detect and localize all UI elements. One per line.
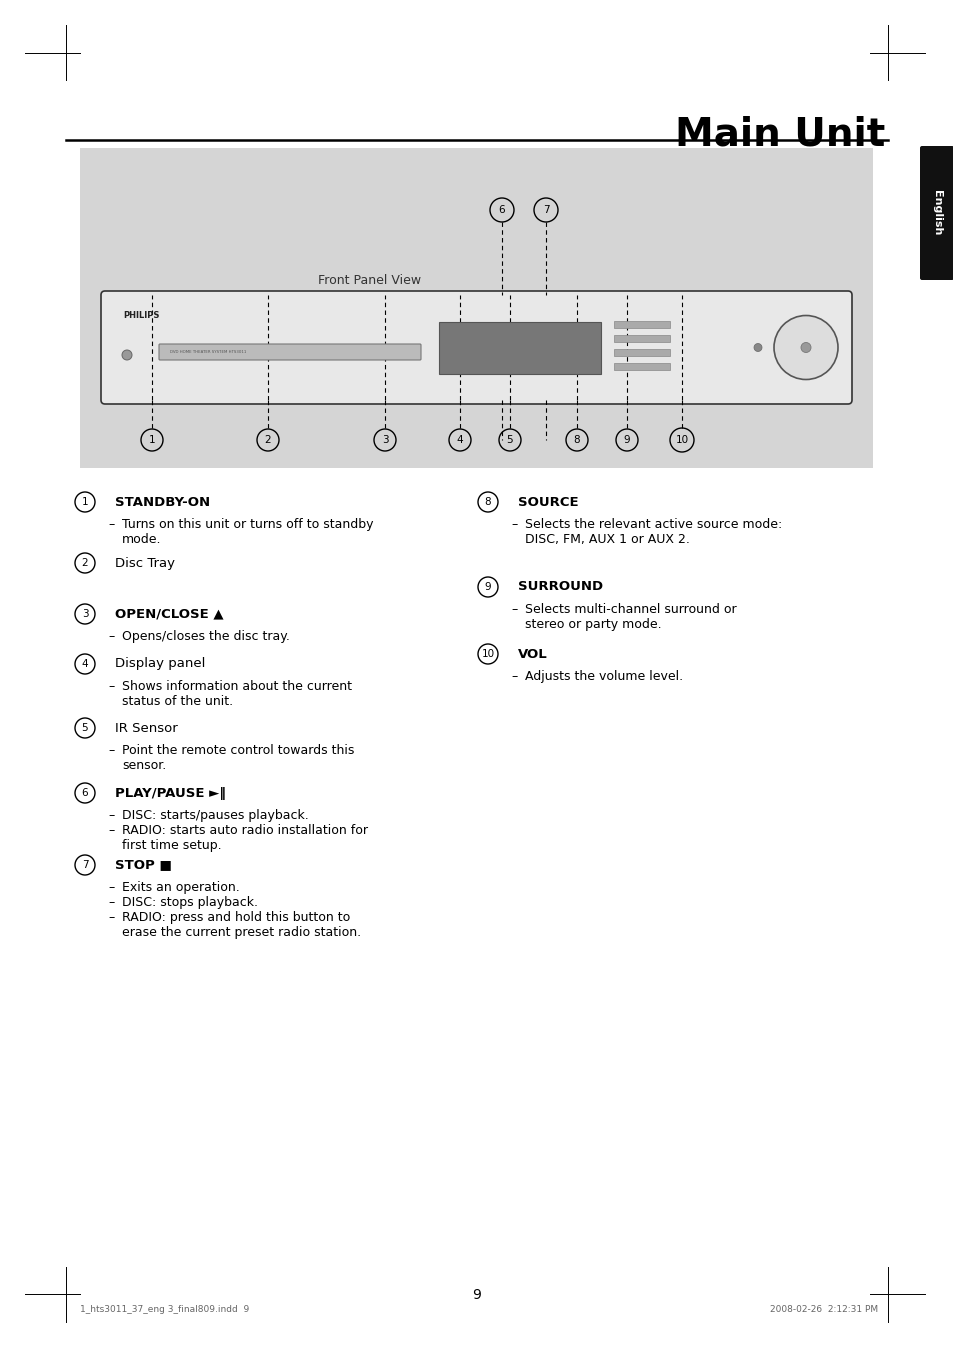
Text: DVD HOME THEATER SYSTEM HTS3011: DVD HOME THEATER SYSTEM HTS3011 — [170, 350, 246, 354]
Text: –: – — [511, 603, 517, 616]
Text: PHILIPS: PHILIPS — [123, 311, 159, 321]
Text: DISC, FM, AUX 1 or AUX 2.: DISC, FM, AUX 1 or AUX 2. — [524, 533, 689, 546]
Text: 2: 2 — [264, 435, 271, 445]
Text: 8: 8 — [484, 497, 491, 506]
Text: –: – — [108, 824, 114, 836]
FancyBboxPatch shape — [614, 362, 670, 369]
Text: IR Sensor: IR Sensor — [115, 722, 177, 734]
Text: STANDBY-ON: STANDBY-ON — [115, 496, 210, 509]
Text: sensor.: sensor. — [122, 758, 166, 772]
Text: 3: 3 — [381, 435, 388, 445]
Text: 1: 1 — [149, 435, 155, 445]
Text: 8: 8 — [573, 435, 579, 445]
Text: VOL: VOL — [517, 648, 547, 660]
Circle shape — [122, 350, 132, 360]
Text: 2: 2 — [82, 558, 89, 568]
Text: Disc Tray: Disc Tray — [115, 556, 174, 570]
Text: RADIO: press and hold this button to: RADIO: press and hold this button to — [122, 911, 350, 924]
Text: Front Panel View: Front Panel View — [318, 273, 421, 287]
FancyBboxPatch shape — [919, 145, 953, 280]
Text: Turns on this unit or turns off to standby: Turns on this unit or turns off to stand… — [122, 519, 374, 531]
Text: RADIO: starts auto radio installation for: RADIO: starts auto radio installation fo… — [122, 824, 368, 836]
Text: 10: 10 — [675, 435, 688, 445]
Text: status of the unit.: status of the unit. — [122, 695, 233, 709]
Text: –: – — [108, 519, 114, 531]
Text: Display panel: Display panel — [115, 657, 205, 671]
Text: –: – — [108, 630, 114, 643]
Text: 4: 4 — [456, 435, 463, 445]
Text: SOURCE: SOURCE — [517, 496, 578, 509]
Text: 9: 9 — [484, 582, 491, 591]
Text: STOP ■: STOP ■ — [115, 858, 172, 872]
Text: 9: 9 — [472, 1288, 481, 1303]
Text: –: – — [108, 680, 114, 692]
Text: Exits an operation.: Exits an operation. — [122, 881, 239, 894]
Text: 5: 5 — [506, 435, 513, 445]
Text: DISC: stops playback.: DISC: stops playback. — [122, 896, 257, 909]
Text: Shows information about the current: Shows information about the current — [122, 680, 352, 692]
Text: –: – — [108, 744, 114, 757]
Text: 6: 6 — [82, 788, 89, 797]
Text: –: – — [108, 911, 114, 924]
Text: 6: 6 — [498, 205, 505, 216]
Text: 5: 5 — [82, 723, 89, 733]
Text: 7: 7 — [82, 859, 89, 870]
Circle shape — [773, 315, 837, 380]
Text: PLAY/PAUSE ►‖: PLAY/PAUSE ►‖ — [115, 787, 226, 800]
Text: 7: 7 — [542, 205, 549, 216]
FancyBboxPatch shape — [159, 343, 420, 360]
Text: 10: 10 — [481, 649, 494, 659]
Text: –: – — [108, 881, 114, 894]
Text: OPEN/CLOSE ▲: OPEN/CLOSE ▲ — [115, 607, 223, 621]
Text: 1_hts3011_37_eng 3_final809.indd  9: 1_hts3011_37_eng 3_final809.indd 9 — [80, 1305, 249, 1315]
Text: SURROUND: SURROUND — [517, 581, 602, 594]
Text: 4: 4 — [82, 659, 89, 669]
Text: Selects the relevant active source mode:: Selects the relevant active source mode: — [524, 519, 781, 531]
Text: 2008-02-26  2:12:31 PM: 2008-02-26 2:12:31 PM — [769, 1305, 877, 1315]
Text: –: – — [511, 669, 517, 683]
Text: mode.: mode. — [122, 533, 161, 546]
Text: –: – — [108, 810, 114, 822]
Text: 1: 1 — [82, 497, 89, 506]
FancyBboxPatch shape — [101, 291, 851, 404]
Text: Opens/closes the disc tray.: Opens/closes the disc tray. — [122, 630, 290, 643]
Text: Selects multi-channel surround or: Selects multi-channel surround or — [524, 603, 736, 616]
Text: erase the current preset radio station.: erase the current preset radio station. — [122, 925, 361, 939]
FancyBboxPatch shape — [80, 148, 872, 467]
FancyBboxPatch shape — [438, 322, 600, 374]
Text: stereo or party mode.: stereo or party mode. — [524, 618, 661, 630]
FancyBboxPatch shape — [614, 349, 670, 356]
Circle shape — [801, 342, 810, 353]
Text: 3: 3 — [82, 609, 89, 620]
Text: DISC: starts/pauses playback.: DISC: starts/pauses playback. — [122, 810, 309, 822]
Text: Main Unit: Main Unit — [674, 114, 884, 154]
Text: first time setup.: first time setup. — [122, 839, 221, 853]
Circle shape — [753, 343, 761, 352]
Text: English: English — [931, 190, 941, 236]
Text: 9: 9 — [623, 435, 630, 445]
Text: Adjusts the volume level.: Adjusts the volume level. — [524, 669, 682, 683]
Text: Point the remote control towards this: Point the remote control towards this — [122, 744, 354, 757]
Text: –: – — [511, 519, 517, 531]
FancyBboxPatch shape — [614, 334, 670, 342]
Text: –: – — [108, 896, 114, 909]
FancyBboxPatch shape — [614, 321, 670, 327]
